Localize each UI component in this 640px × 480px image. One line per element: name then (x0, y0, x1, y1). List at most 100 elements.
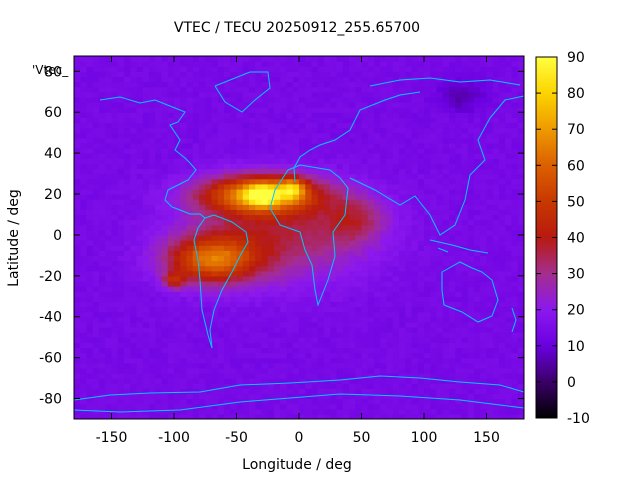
heatmap-cell (192, 76, 200, 83)
heatmap-cell (230, 117, 238, 124)
heatmap-cell (236, 96, 244, 103)
heatmap-cell (217, 398, 225, 405)
heatmap-cell (149, 234, 156, 241)
heatmap-cell (405, 383, 413, 389)
heatmap-cell (192, 326, 200, 333)
heatmap-cell (74, 107, 81, 113)
heatmap-cell (424, 199, 431, 205)
heatmap-cell (480, 291, 488, 297)
heatmap-cell (86, 403, 94, 410)
heatmap-cell (224, 367, 231, 374)
heatmap-cell (517, 183, 524, 190)
heatmap-cell (249, 122, 256, 129)
heatmap-cell (349, 132, 356, 139)
heatmap-cell (236, 352, 244, 359)
heatmap-cell (380, 357, 388, 364)
heatmap-cell (86, 127, 94, 134)
heatmap-cell (230, 96, 238, 103)
heatmap-cell (124, 214, 131, 221)
heatmap-cell (299, 178, 306, 185)
heatmap-cell (349, 224, 356, 231)
heatmap-cell (511, 388, 519, 395)
heatmap-cell (474, 357, 481, 364)
heatmap-cell (74, 229, 81, 236)
heatmap-cell (424, 158, 431, 164)
heatmap-cell (330, 260, 338, 267)
heatmap-cell (442, 81, 450, 88)
heatmap-cell (86, 194, 94, 200)
heatmap-cell (174, 137, 181, 144)
heatmap-cell (299, 112, 306, 118)
heatmap-cell (130, 61, 138, 67)
heatmap-cell (517, 291, 524, 297)
heatmap-cell (430, 153, 438, 159)
heatmap-cell (267, 342, 275, 349)
heatmap-cell (386, 250, 394, 256)
heatmap-cell (305, 168, 313, 175)
heatmap-cell (230, 127, 238, 134)
heatmap-cell (205, 250, 213, 256)
heatmap-cell (480, 86, 488, 93)
heatmap-cell (186, 306, 194, 313)
heatmap-cell (449, 245, 456, 251)
heatmap-cell (249, 408, 256, 415)
heatmap-cell (317, 107, 325, 113)
heatmap-cell (242, 219, 250, 226)
heatmap-cell (461, 199, 469, 205)
heatmap-cell (249, 102, 256, 108)
heatmap-cell (324, 194, 331, 200)
heatmap-cell (392, 383, 400, 389)
heatmap-cell (342, 332, 350, 338)
heatmap-cell (180, 127, 188, 134)
heatmap-cell (174, 306, 181, 313)
heatmap-cell (280, 250, 288, 256)
heatmap-cell (142, 234, 150, 241)
heatmap-cell (399, 66, 406, 72)
heatmap-cell (480, 362, 488, 369)
heatmap-cell (367, 408, 375, 415)
heatmap-cell (130, 183, 138, 190)
heatmap-cell (230, 367, 238, 374)
heatmap-cell (367, 378, 375, 384)
heatmap-cell (342, 142, 350, 149)
heatmap-cell (336, 260, 344, 267)
heatmap-cell (511, 372, 519, 379)
heatmap-cell (449, 96, 456, 103)
heatmap-cell (436, 398, 444, 405)
heatmap-cell (380, 316, 388, 323)
heatmap-cell (86, 260, 94, 267)
heatmap-cell (405, 332, 413, 338)
heatmap-cell (292, 214, 300, 221)
heatmap-cell (161, 158, 169, 164)
heatmap-cell (442, 286, 450, 292)
heatmap-cell (374, 96, 381, 103)
heatmap-cell (436, 286, 444, 292)
heatmap-cell (367, 255, 375, 262)
heatmap-cell (186, 183, 194, 190)
heatmap-cell (480, 311, 488, 318)
heatmap-cell (286, 332, 294, 338)
heatmap-cell (399, 362, 406, 369)
heatmap-cell (424, 107, 431, 113)
heatmap-cell (124, 255, 131, 262)
heatmap-cell (499, 388, 506, 395)
heatmap-cell (80, 229, 88, 236)
heatmap-cell (211, 96, 219, 103)
heatmap-cell (336, 316, 344, 323)
heatmap-cell (486, 163, 494, 170)
heatmap-cell (236, 367, 244, 374)
heatmap-cell (174, 270, 181, 277)
heatmap-cell (99, 316, 106, 323)
heatmap-cell (399, 229, 406, 236)
heatmap-cell (342, 352, 350, 359)
heatmap-cell (374, 107, 381, 113)
heatmap-cell (511, 214, 519, 221)
heatmap-cell (330, 76, 338, 83)
heatmap-cell (505, 378, 513, 384)
heatmap-cell (255, 296, 263, 303)
heatmap-cell (361, 372, 369, 379)
heatmap-cell (280, 301, 288, 308)
heatmap-cell (267, 229, 275, 236)
heatmap-cell (517, 250, 524, 256)
heatmap-cell (411, 168, 419, 175)
